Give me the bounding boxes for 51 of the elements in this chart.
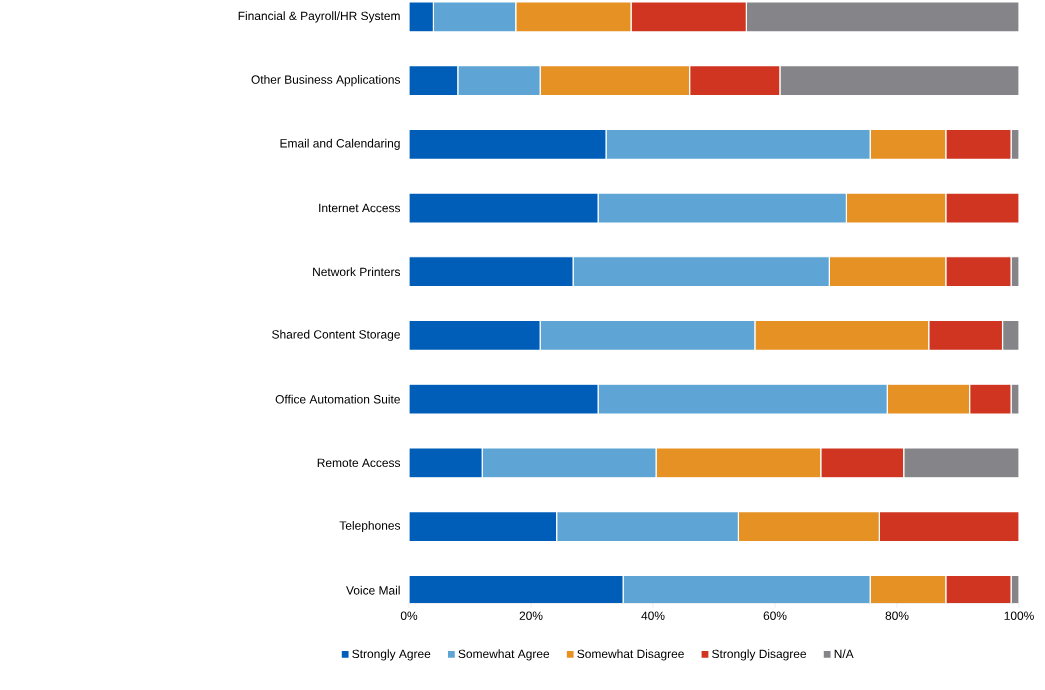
bar [556, 510, 740, 543]
bar [481, 447, 657, 479]
bar [945, 128, 1012, 160]
bar [869, 128, 947, 160]
bar [945, 192, 1020, 224]
y-tick-label: Voice Mail [346, 585, 400, 595]
y-tick-label: Email and Calendaring [280, 138, 400, 150]
bar [597, 383, 888, 415]
y-tick-label: Shared Content Storage [272, 329, 400, 342]
y-tick-label: Network Printers [313, 267, 401, 277]
bar [903, 447, 1020, 479]
bar [969, 383, 1012, 415]
x-tick-label: 100% [1004, 611, 1034, 620]
legend-label: N/A [834, 649, 854, 659]
y-tick-label: Other Business Applications [251, 75, 401, 87]
bar [572, 256, 830, 288]
bar [737, 510, 880, 543]
y-tick-label: Remote Access [317, 458, 401, 468]
bar [886, 383, 971, 415]
bar [605, 128, 871, 160]
legend-label: Somewhat Disagree [577, 649, 684, 661]
bar [828, 256, 947, 288]
bar [597, 192, 847, 224]
bar [432, 1, 517, 33]
bar [745, 1, 1020, 33]
bar [655, 447, 822, 479]
bar [754, 319, 930, 352]
bar [539, 319, 756, 352]
y-tick-label: Internet Access [319, 203, 401, 213]
legend-label: Strongly Disagree [712, 649, 807, 661]
bar [515, 1, 632, 33]
x-tick-label: 20% [519, 611, 543, 620]
x-tick-label: 40% [641, 611, 665, 620]
y-tick-label: Telephones [339, 520, 401, 533]
y-tick-label: Financial & Payroll/HR System [238, 11, 400, 23]
bar [689, 65, 781, 97]
bar [928, 319, 1004, 352]
bar [945, 256, 1012, 288]
y-tick-label: Office Automation Suite [275, 394, 400, 404]
bar [845, 192, 947, 224]
bar [779, 65, 1020, 97]
legend-label: Somewhat Agree [458, 649, 550, 661]
x-tick-label: 0% [400, 611, 418, 620]
bar [457, 65, 541, 97]
x-tick-label: 80% [885, 611, 909, 620]
legend-label: Strongly Agree [352, 649, 431, 661]
bar [539, 65, 691, 97]
x-tick-label: 60% [763, 611, 787, 620]
bar [878, 510, 1020, 543]
bar [820, 447, 905, 479]
bar [630, 1, 747, 33]
